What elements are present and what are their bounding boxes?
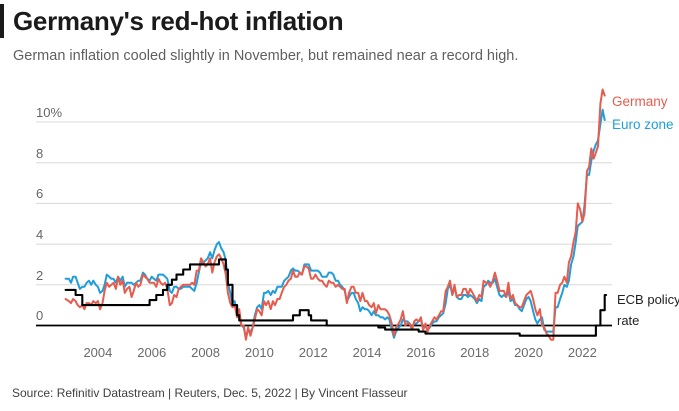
page-title: Germany's red-hot inflation [13,6,344,36]
source-attribution: Source: Refinitiv Datastream | Reuters, … [12,386,408,400]
legend-label-eurozone: Euro zone [612,117,674,132]
chart-subtitle: German inflation cooled slightly in Nove… [13,48,519,64]
series-line-ecb-policy-rate [64,258,608,337]
series-line-germany [64,88,606,341]
accent-bar [0,4,4,38]
legend-label-germany: Germany [612,94,668,109]
series-line-euro-zone [64,108,606,339]
ecb-policy-rate-annotation: ECB policy rate [617,292,679,328]
